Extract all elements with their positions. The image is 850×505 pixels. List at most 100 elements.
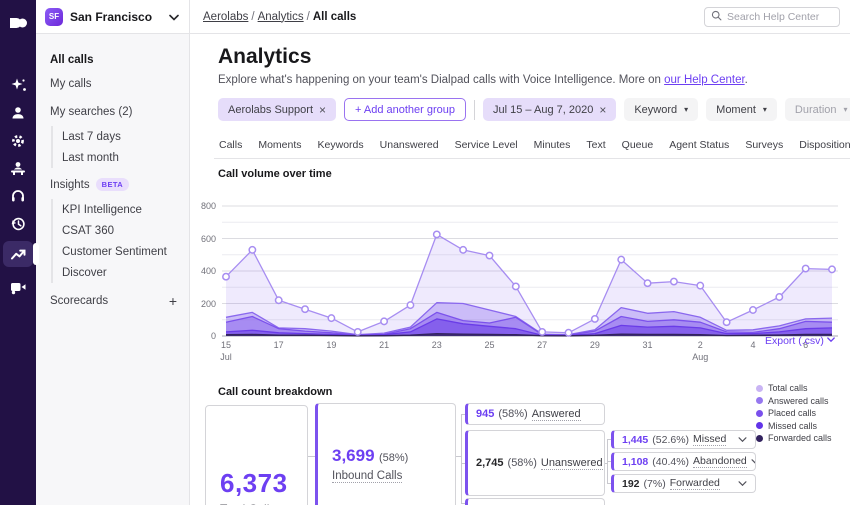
search-input[interactable] — [727, 11, 833, 23]
missed-label[interactable]: Missed — [693, 433, 726, 446]
video-camera-icon[interactable] — [3, 274, 33, 300]
answered-label[interactable]: Answered — [532, 408, 581, 421]
breakdown-box-inbound: 3,699 (58%) Inbound Calls — [315, 403, 456, 505]
forwarded-value: 192 — [622, 478, 640, 490]
add-scorecard-button[interactable]: + — [169, 294, 177, 308]
tab-unanswered[interactable]: Unanswered — [379, 136, 440, 158]
abandoned-label[interactable]: Abandoned — [693, 455, 747, 468]
chevron-down-icon — [169, 8, 179, 26]
tab-text[interactable]: Text — [585, 136, 606, 158]
sidebar-item-all-calls[interactable]: All calls — [50, 48, 189, 72]
filter-chip-jul-15-aug-7-2020[interactable]: Jul 15 – Aug 7, 2020× — [483, 98, 616, 121]
contacts-icon[interactable] — [3, 100, 33, 126]
filter-chip-duration[interactable]: Duration▾ — [785, 98, 850, 121]
breadcrumb: Aerolabs/Analytics/All calls — [203, 11, 356, 23]
call-volume-chart: Export (.csv) 02004006008001517192123252… — [190, 194, 850, 384]
coaching-icon[interactable] — [3, 155, 33, 181]
tab-calls[interactable]: Calls — [218, 136, 243, 158]
x-axis-tick: 31 — [643, 340, 653, 350]
dialpad-logo-icon[interactable] — [3, 10, 33, 36]
page-subtitle: Explore what's happening on your team's … — [218, 74, 748, 86]
search-icon — [711, 8, 722, 26]
sidebar-item-scorecards[interactable]: Scorecards+ — [50, 289, 189, 313]
sidebar-item-my-searches-2-[interactable]: My searches (2) — [50, 100, 189, 124]
filter-chip--add-another-group[interactable]: + Add another group — [344, 98, 466, 121]
sidebar-item-discover[interactable]: Discover — [62, 262, 189, 283]
tab-minutes[interactable]: Minutes — [533, 136, 572, 158]
breakdown-box-unanswered: 2,745 (58%) Unanswered — [465, 430, 605, 496]
help-center-link[interactable]: our Help Center — [664, 74, 745, 86]
breadcrumb-analytics[interactable]: Analytics — [258, 11, 304, 23]
app-window: SF San Francisco All callsMy callsMy sea… — [0, 0, 850, 505]
settings-gear-icon[interactable] — [3, 128, 33, 154]
tab-agent-status[interactable]: Agent Status — [668, 136, 730, 158]
chevron-down-icon: ▾ — [684, 105, 688, 114]
total-calls-value: 6,373 — [220, 468, 307, 499]
x-axis-tick: 21 — [379, 340, 389, 350]
top-bar: Aerolabs/Analytics/All calls — [190, 0, 850, 34]
breadcrumb-all-calls: All calls — [313, 11, 356, 23]
breakdown-box-abandoned[interactable]: 1,108 (40.4%) Abandoned — [611, 452, 756, 471]
abandoned-value: 1,108 — [622, 456, 648, 468]
sidebar-item-csat-360[interactable]: CSAT 360 — [62, 220, 189, 241]
breakdown-box-total: 6,373 Total Calls — [205, 405, 308, 505]
sidebar-subgroup: KPI IntelligenceCSAT 360Customer Sentime… — [51, 199, 189, 283]
unanswered-label[interactable]: Unanswered — [541, 457, 603, 470]
sidebar-item-last-7-days[interactable]: Last 7 days — [62, 126, 189, 147]
tab-surveys[interactable]: Surveys — [744, 136, 784, 158]
office-switcher[interactable]: SF San Francisco — [36, 0, 189, 34]
unanswered-value: 2,745 — [476, 457, 504, 469]
inbound-calls-label[interactable]: Inbound Calls — [332, 470, 402, 483]
y-axis-tick: 400 — [190, 266, 216, 276]
x-axis-month-label: Aug — [692, 352, 708, 362]
sidebar-item-kpi-intelligence[interactable]: KPI Intelligence — [62, 199, 189, 220]
sidebar-item-my-calls[interactable]: My calls — [50, 72, 189, 96]
legend-dot — [756, 435, 763, 442]
sidebar-item-last-month[interactable]: Last month — [62, 147, 189, 168]
filter-bar: Aerolabs Support× + Add another group Jul … — [218, 98, 850, 121]
page-title: Analytics — [218, 45, 311, 69]
filter-chip-moment[interactable]: Moment▾ — [706, 98, 777, 121]
tab-service-level[interactable]: Service Level — [454, 136, 519, 158]
inbound-calls-value: 3,699 — [332, 446, 375, 465]
breakdown-box-clipped — [465, 498, 605, 505]
legend-dot — [756, 410, 763, 417]
forwarded-label[interactable]: Forwarded — [670, 477, 720, 490]
chevron-down-icon[interactable] — [738, 434, 747, 446]
legend-label: Total calls — [768, 383, 808, 393]
sparkles-icon[interactable] — [3, 72, 33, 98]
remove-filter-icon[interactable]: × — [599, 103, 606, 117]
tab-queue[interactable]: Queue — [621, 136, 655, 158]
headset-icon[interactable] — [3, 183, 33, 209]
sidebar: SF San Francisco All callsMy calls My sea… — [36, 0, 190, 505]
analytics-trend-icon[interactable] — [3, 241, 33, 267]
office-name: San Francisco — [70, 10, 162, 24]
export-csv-link[interactable]: Export (.csv) — [765, 335, 835, 347]
remove-filter-icon[interactable]: × — [319, 103, 326, 117]
sidebar-item-insights[interactable]: InsightsBETA — [50, 172, 189, 197]
x-axis-tick: 29 — [590, 340, 600, 350]
help-search[interactable] — [704, 7, 840, 27]
call-history-icon[interactable] — [3, 211, 33, 237]
tab-bar: Calls Moments Keywords Unanswered Service Le… — [214, 136, 850, 159]
breakdown-box-missed[interactable]: 1,445 (52.6%) Missed — [611, 430, 756, 449]
forwarded-pct: (7%) — [644, 478, 666, 490]
legend-item-missed-calls: Missed calls — [756, 421, 832, 431]
office-avatar: SF — [45, 8, 63, 26]
missed-value: 1,445 — [622, 434, 648, 446]
tab-keywords[interactable]: Keywords — [317, 136, 365, 158]
legend-label: Answered calls — [768, 396, 829, 406]
chip-label: + Add another group — [355, 104, 455, 116]
chevron-down-icon: ▾ — [763, 105, 767, 114]
chart-canvas — [222, 202, 838, 344]
filter-chip-keyword[interactable]: Keyword▾ — [624, 98, 698, 121]
breakdown-box-forwarded[interactable]: 192 (7%) Forwarded — [611, 474, 756, 493]
breadcrumb-aerolabs[interactable]: Aerolabs — [203, 11, 248, 23]
tab-dispositions[interactable]: Dispositions — [798, 136, 850, 158]
legend-item-total-calls: Total calls — [756, 383, 832, 393]
sidebar-item-customer-sentiment[interactable]: Customer Sentiment — [62, 241, 189, 262]
chevron-down-icon[interactable] — [751, 456, 756, 468]
tab-moments[interactable]: Moments — [257, 136, 302, 158]
filter-chip-aerolabs-support[interactable]: Aerolabs Support× — [218, 98, 336, 121]
chevron-down-icon[interactable] — [738, 478, 747, 490]
